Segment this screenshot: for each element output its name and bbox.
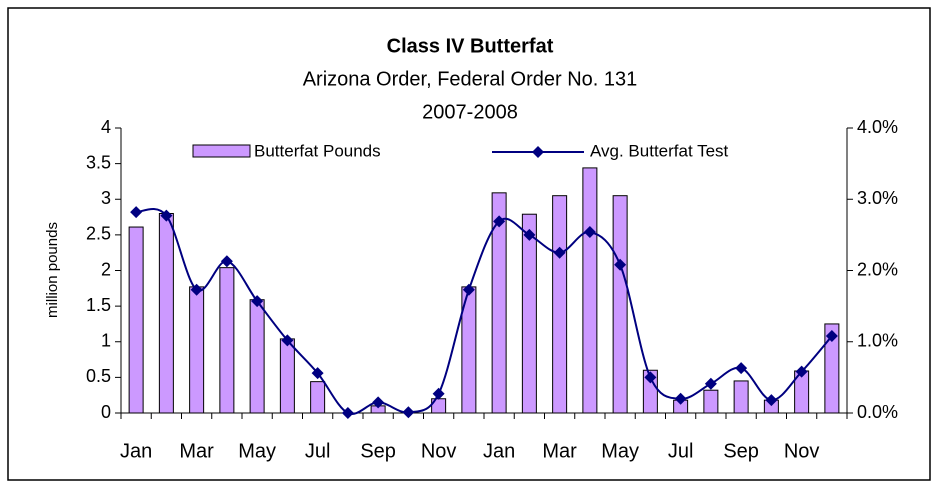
y2-tick-label: 2.0%: [857, 259, 898, 279]
marker: [553, 246, 566, 259]
x-tick-label: Nov: [421, 440, 457, 462]
bar: [189, 286, 205, 414]
bar: [824, 323, 840, 414]
marker: [281, 334, 294, 347]
marker: [402, 406, 415, 419]
marker: [523, 228, 536, 241]
bar: [733, 380, 749, 414]
marker: [130, 206, 143, 219]
marker: [220, 255, 233, 268]
bar: [310, 381, 326, 414]
bar: [552, 195, 568, 414]
marker: [341, 407, 354, 419]
y-tick-label: 0.5: [86, 366, 111, 386]
y-tick-label: 4: [101, 117, 111, 137]
y-axis-label: million pounds: [44, 222, 61, 318]
marker: [432, 387, 445, 400]
marker: [583, 226, 596, 239]
y-tick-label: 2.5: [86, 224, 111, 244]
x-tick-label: Sep: [360, 440, 396, 462]
marker: [765, 394, 778, 407]
bar: [521, 213, 537, 414]
x-tick-label: Jan: [483, 440, 515, 462]
y-tick-label: 1: [101, 331, 111, 351]
marker: [311, 367, 324, 380]
bar: [642, 369, 658, 414]
marker: [644, 371, 657, 384]
y2-tick-label: 1.0%: [857, 331, 898, 351]
legend-label: Butterfat Pounds: [254, 141, 381, 160]
marker: [190, 283, 203, 296]
y-tick-label: 0: [101, 402, 111, 422]
bar: [128, 226, 144, 414]
legend-marker: [532, 146, 544, 158]
bar: [491, 192, 507, 414]
x-tick-label: May: [238, 440, 276, 462]
marker: [251, 295, 264, 308]
marker: [674, 392, 687, 405]
marker: [795, 365, 808, 378]
x-tick-label: Mar: [542, 440, 577, 462]
bar: [703, 389, 719, 414]
bar: [582, 167, 598, 414]
x-tick-label: Nov: [784, 440, 820, 462]
x-tick-label: Jul: [305, 440, 331, 462]
marker: [825, 330, 838, 343]
marker: [462, 283, 475, 296]
chart-subtitle: Arizona Order, Federal Order No. 131: [303, 68, 638, 90]
marker: [704, 377, 717, 390]
y2-tick-label: 0.0%: [857, 402, 898, 422]
x-tick-label: May: [601, 440, 639, 462]
legend-label: Avg. Butterfat Test: [590, 141, 729, 160]
chart-title: Class IV Butterfat: [387, 35, 554, 57]
marker: [493, 215, 506, 228]
marker: [614, 258, 627, 271]
bar: [612, 195, 628, 414]
legend-swatch: [192, 144, 251, 158]
chart-subtitle: 2007-2008: [422, 101, 518, 123]
bar: [219, 267, 235, 414]
y-tick-label: 3.5: [86, 152, 111, 172]
x-tick-label: Jul: [668, 440, 694, 462]
x-tick-label: Jan: [120, 440, 152, 462]
marker: [735, 362, 748, 375]
marker: [372, 396, 385, 409]
x-tick-label: Mar: [179, 440, 214, 462]
y-tick-label: 1.5: [86, 295, 111, 315]
y2-tick-label: 3.0%: [857, 188, 898, 208]
marker: [160, 209, 173, 222]
y2-tick-label: 4.0%: [857, 117, 898, 137]
y-tick-label: 2: [101, 259, 111, 279]
y-tick-label: 3: [101, 188, 111, 208]
x-tick-label: Sep: [723, 440, 759, 462]
bar: [279, 338, 295, 414]
bar: [158, 213, 174, 414]
bar: [249, 299, 265, 414]
